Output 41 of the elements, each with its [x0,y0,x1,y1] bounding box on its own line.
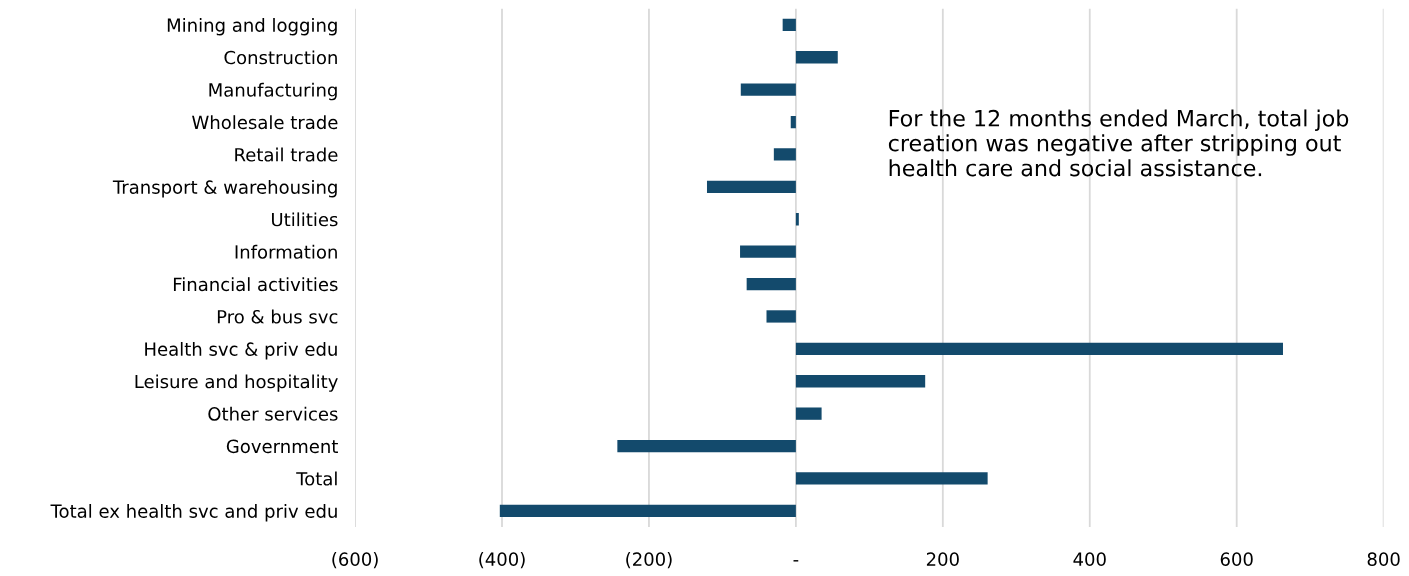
y-tick-label: Transport & warehousing [112,179,337,198]
y-tick-label: Health svc & priv edu [145,341,337,360]
x-tick-label: (200) [626,552,672,569]
x-tick-label: 400 [1073,552,1106,567]
y-tick-label: Total [296,471,337,486]
y-tick-label: Financial activities [173,277,338,292]
y-tick-label: Mining and logging [167,17,337,36]
x-tick-label: (600) [332,552,378,569]
bar [706,180,796,193]
bar [790,115,796,129]
bar [795,51,838,64]
annotation: For the 12 months ended March, total job creation was negative after stripping out health care and social assistance. [888,109,1349,177]
bar [795,213,799,226]
x-tick-label: 600 [1220,552,1253,567]
bar [773,148,796,161]
y-tick-label: Construction [224,50,337,65]
bar [782,18,796,31]
x-tick-label: (400) [479,552,525,569]
bar [499,504,796,517]
y-tick-label: Information [235,244,337,259]
bar [795,472,988,485]
bar [740,245,796,258]
bar [795,375,926,388]
x-tick-label: 200 [926,552,959,567]
bar [740,83,796,96]
y-tick-label: Manufacturing [209,82,337,101]
y-tick-label: Other services [208,406,338,421]
y-tick-label: Utilities [272,212,338,227]
bar [617,439,796,453]
y-tick-label: Total ex health svc and priv edu [50,503,337,522]
y-tick-label: Wholesale trade [192,115,338,130]
y-tick-label: Retail trade [235,147,338,162]
bar [766,310,796,323]
y-tick-label: Government [226,439,338,454]
y-tick-label: Leisure and hospitality [135,374,338,392]
x-tick-label: - [793,560,799,562]
bar [795,342,1283,355]
y-tick-label: Pro & bus svc [217,309,338,324]
bar [746,277,796,291]
bar [795,407,822,420]
x-tick-label: 800 [1367,552,1400,567]
